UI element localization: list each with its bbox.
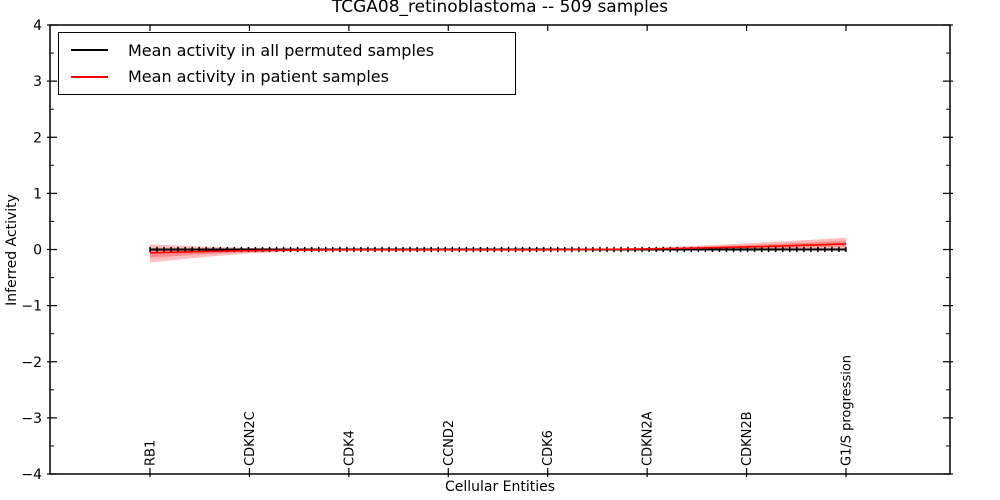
x-tick-label: CDKN2C [243,411,258,466]
y-tick-label: 3 [33,74,42,90]
chart-title: TCGA08_retinoblastoma -- 509 samples [331,0,669,17]
legend-label-patient: Mean activity in patient samples [128,67,389,87]
x-tick-label: CDK4 [342,430,357,466]
y-tick-label: −4 [21,467,42,483]
legend-label-permuted: Mean activity in all permuted samples [128,40,435,60]
x-tick-label: CDK6 [541,430,556,466]
x-tick-label: CDKN2A [641,411,656,466]
y-tick-label: 2 [33,130,42,146]
x-axis-label: Cellular Entities [444,479,556,495]
legend: Mean activity in all permuted samples Me… [58,32,516,95]
y-tick-label: 1 [33,186,42,202]
x-tick-label: RB1 [144,440,159,466]
y-tick-label: 4 [33,18,42,34]
legend-line-black [71,49,108,52]
y-tick-label: 0 [33,243,42,259]
y-tick-label: −1 [21,299,42,315]
legend-item-patient: Mean activity in patient samples [71,67,515,86]
legend-item-permuted: Mean activity in all permuted samples [71,41,515,60]
x-tick-label: CDKN2B [740,411,755,466]
patient-mean-line [149,243,847,254]
x-tick-label: CCND2 [442,420,457,466]
x-tick-label: G1/S progression [840,355,855,466]
legend-line-red [71,75,108,78]
y-tick-label: −3 [21,411,42,427]
y-tick-label: −2 [21,355,42,371]
